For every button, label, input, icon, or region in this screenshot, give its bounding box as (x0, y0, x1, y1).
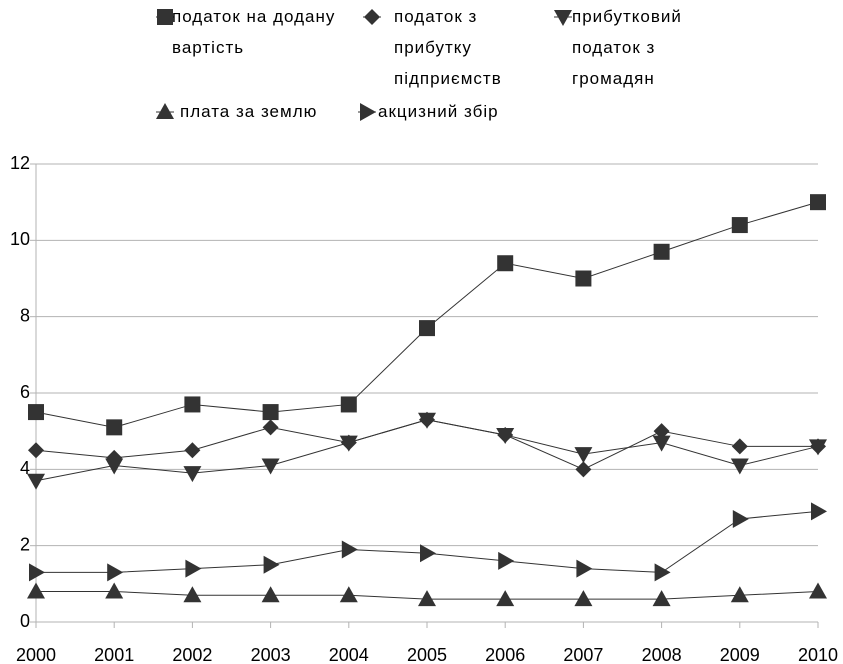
x-tick-label: 2007 (563, 645, 603, 664)
data-point (27, 473, 45, 490)
legend-label: податок з прибутку підприємств (394, 7, 502, 88)
series-line (35, 419, 819, 482)
data-point (418, 412, 436, 429)
data-point (496, 427, 515, 444)
y-tick-label: 6 (20, 382, 30, 402)
y-tick-label: 8 (20, 305, 30, 325)
data-point (340, 396, 357, 413)
data-point (184, 396, 201, 413)
data-point (341, 540, 358, 559)
data-point (184, 442, 201, 459)
data-point (575, 270, 592, 287)
data-point (652, 590, 671, 607)
data-point (106, 419, 123, 436)
data-point (731, 438, 748, 455)
data-point (810, 194, 826, 211)
data-point (574, 590, 593, 607)
data-point (420, 544, 436, 563)
data-point (653, 243, 670, 260)
data-point (731, 217, 748, 234)
data-point (27, 582, 45, 599)
legend-marker (364, 9, 380, 25)
legend-marker (360, 103, 376, 121)
data-point (183, 586, 202, 603)
x-tick-label: 2009 (720, 645, 760, 664)
data-point (105, 582, 124, 599)
data-point (419, 320, 435, 337)
data-point (654, 563, 671, 582)
data-point (262, 419, 279, 436)
data-point (28, 442, 44, 459)
legend-marker (156, 103, 174, 119)
data-point (576, 559, 593, 578)
x-tick-label: 2010 (798, 645, 838, 664)
x-tick-label: 2002 (172, 645, 212, 664)
legend-label: акцизний збір (378, 102, 499, 121)
data-point (652, 435, 671, 452)
data-point (574, 447, 593, 464)
data-point (105, 458, 124, 475)
legend-label: прибутковий податок з громадян (572, 7, 682, 88)
data-point (497, 255, 514, 272)
data-point (28, 404, 44, 421)
data-point (339, 435, 358, 452)
data-point (107, 563, 124, 582)
x-tick-label: 2008 (642, 645, 682, 664)
x-tick-label: 2005 (407, 645, 447, 664)
legend-marker (157, 9, 173, 25)
data-point (263, 555, 280, 574)
y-tick-label: 4 (20, 458, 30, 478)
legend-label: податок на додану вартість (172, 7, 336, 57)
x-tick-label: 2003 (251, 645, 291, 664)
data-point (339, 586, 358, 603)
data-point (498, 551, 515, 570)
y-tick-label: 2 (20, 534, 30, 554)
data-point (653, 423, 670, 440)
y-tick-label: 0 (20, 611, 30, 631)
series-line (35, 201, 819, 428)
y-tick-label: 10 (10, 229, 30, 249)
data-point (418, 590, 436, 607)
data-point (262, 404, 279, 421)
data-point (185, 559, 202, 578)
x-tick-label: 2004 (329, 645, 369, 664)
x-tick-label: 2001 (94, 645, 134, 664)
data-point (730, 458, 749, 475)
data-point (730, 586, 749, 603)
data-point (261, 586, 280, 603)
data-point (809, 439, 827, 456)
data-point (811, 502, 827, 521)
legend-marker (554, 10, 572, 26)
data-point (732, 509, 749, 528)
legend-label: плата за землю (180, 102, 318, 121)
y-tick-label: 12 (10, 153, 30, 173)
data-point (29, 563, 45, 582)
data-point (261, 458, 280, 475)
data-point (809, 582, 827, 599)
series-line (36, 510, 819, 573)
data-point (575, 461, 592, 478)
x-tick-label: 2006 (485, 645, 525, 664)
data-point (183, 466, 202, 483)
data-point (496, 590, 515, 607)
x-tick-label: 2000 (16, 645, 56, 664)
